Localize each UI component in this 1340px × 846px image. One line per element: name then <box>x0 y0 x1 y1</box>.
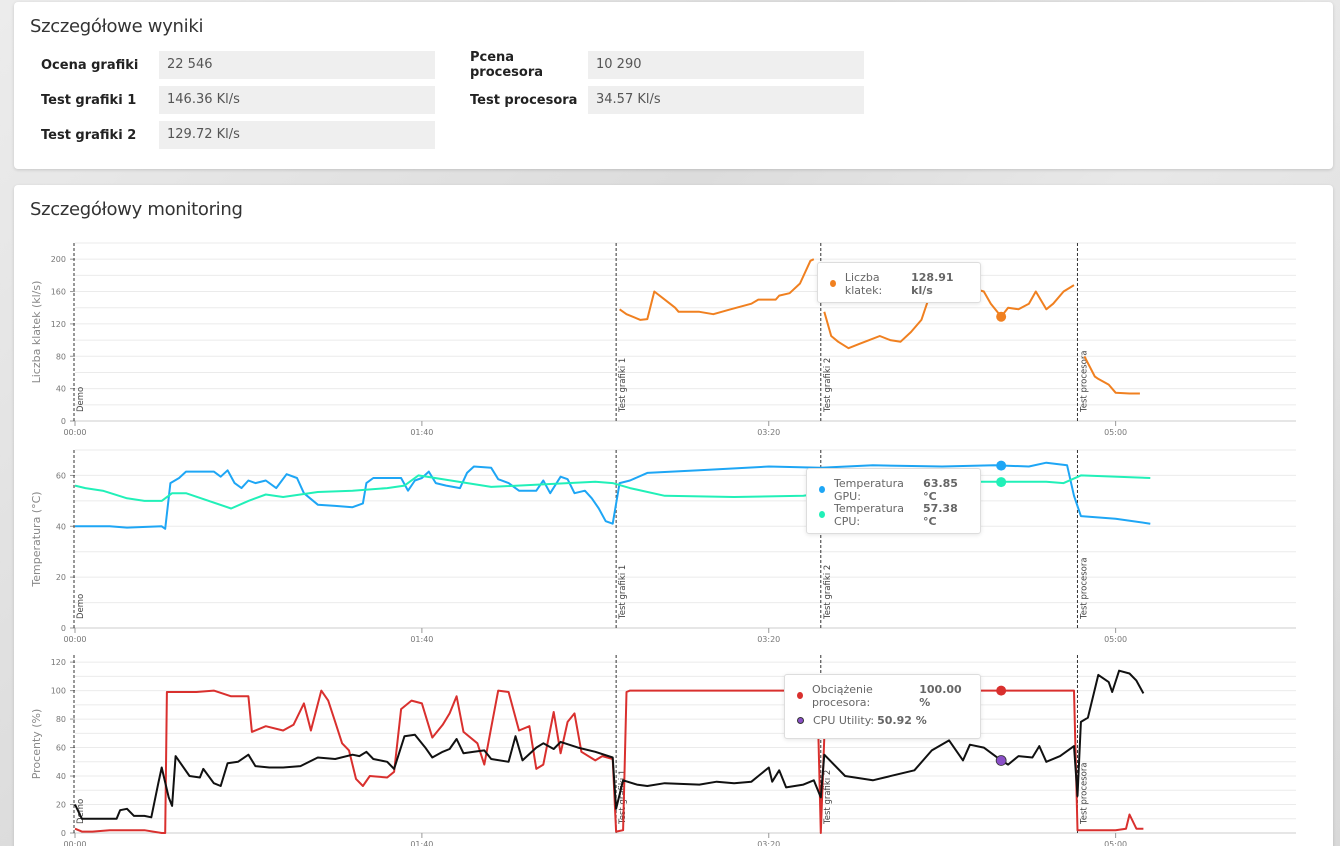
result-label: Pcena procesora <box>470 50 544 80</box>
y-tick-label: 0 <box>61 624 66 633</box>
y-tick-label: 0 <box>61 417 66 426</box>
tooltip-value: 57.38 °C <box>922 501 958 528</box>
x-tick-label: 05:00 <box>1104 840 1127 846</box>
legend-dot-icon <box>830 280 836 287</box>
result-row: Ocena grafiki 22 546 <box>28 51 435 79</box>
chart-1: 0 20 40 60 00:00 01:40 03:20 05:00 Temperatura (… <box>30 449 1296 644</box>
series-line-liczba-klatek <box>619 258 815 321</box>
x-tick-label: 05:00 <box>1104 428 1127 437</box>
y-tick-label: 40 <box>56 385 66 394</box>
x-tick-label: 03:20 <box>757 635 780 644</box>
series-line-obci-enie-procesora <box>74 689 1144 834</box>
results-panel: Szczegółowe wyniki Ocena grafiki 22 546 T… <box>14 2 1333 169</box>
tooltip-temperature: Temperatura GPU: 63.85 °C Temperatura CPU… <box>806 468 981 534</box>
result-label: Ocena grafiki <box>41 57 139 73</box>
x-tick-label: 05:00 <box>1104 635 1127 644</box>
hover-point <box>996 477 1007 488</box>
result-label: Test grafiki 2 <box>41 127 137 143</box>
phase-marker-label: Test grafiki 1 <box>618 358 628 413</box>
result-value: 10 290 <box>588 51 864 79</box>
tooltip-value: 100.00 % <box>919 682 962 709</box>
series-line-liczba-klatek <box>1083 355 1140 395</box>
monitoring-panel: Szczegółowy monitoring <box>14 185 1333 846</box>
x-tick-label: 01:40 <box>410 428 433 437</box>
hover-point <box>996 311 1007 322</box>
hover-point <box>996 685 1007 696</box>
result-row: Test grafiki 1 146.36 Kl/s <box>28 86 435 114</box>
x-tick-label: 01:40 <box>410 635 433 644</box>
tooltip-label: Liczba klatek: <box>844 270 883 297</box>
tooltip-value: 63.85 °C <box>923 476 958 503</box>
y-tick-label: 0 <box>61 829 66 838</box>
series-line-temperatura-gpu <box>75 461 1151 530</box>
x-tick-label: 00:00 <box>63 635 86 644</box>
y-tick-label: 160 <box>51 288 66 297</box>
chart-0: 0 40 80 120 160 200 00:00 01:40 03:20 05:00 Liczba… <box>30 242 1296 437</box>
hover-point <box>995 755 1007 766</box>
y-axis-title: Liczba klatek (kl/s) <box>30 281 43 384</box>
y-axis-title: Temperatura (°C) <box>30 491 43 587</box>
phase-marker-label: Demo <box>76 799 86 824</box>
x-tick-label: 03:20 <box>757 840 780 846</box>
series-line-cpu-utility <box>74 669 1145 820</box>
y-axis-title: Procenty (%) <box>30 709 43 780</box>
y-tick-label: 120 <box>51 658 66 667</box>
monitoring-title: Szczegółowy monitoring <box>30 199 243 220</box>
phase-marker-label: Test procesora <box>1079 762 1089 825</box>
tooltip-label: Temperatura GPU: <box>834 476 904 503</box>
phase-marker-label: Test procesora <box>1079 557 1089 620</box>
y-tick-label: 60 <box>56 744 66 753</box>
result-row: Test grafiki 2 129.72 Kl/s <box>28 121 435 149</box>
result-value: 146.36 Kl/s <box>159 86 435 114</box>
phase-marker-label: Test grafiki 2 <box>823 770 833 825</box>
phase-marker-label: Demo <box>76 594 86 619</box>
y-tick-label: 40 <box>56 522 66 531</box>
legend-dot-icon <box>819 511 826 518</box>
chart-2: 0 20 40 60 80 100 120 00:00 01:40 03:20 05:00 Proce… <box>30 655 1296 846</box>
y-tick-label: 20 <box>56 801 66 810</box>
tooltip-cpu: Obciążenie procesora: 100.00 % CPU Utilit… <box>784 674 981 739</box>
tooltip-value: 128.91 kl/s <box>911 270 954 297</box>
series-line-temperatura-cpu <box>74 474 1151 510</box>
x-tick-label: 01:40 <box>410 840 433 846</box>
y-tick-label: 200 <box>51 255 66 264</box>
y-tick-label: 80 <box>56 715 66 724</box>
result-value: 34.57 Kl/s <box>588 86 864 114</box>
result-label: Test grafiki 1 <box>41 92 137 108</box>
y-tick-label: 80 <box>56 352 66 361</box>
phase-marker-label: Test procesora <box>1079 350 1089 413</box>
y-tick-label: 120 <box>51 320 66 329</box>
tooltip-value: 50.92 % <box>877 714 927 727</box>
results-title: Szczegółowe wyniki <box>30 16 204 37</box>
legend-dot-icon <box>819 486 826 493</box>
x-tick-label: 03:20 <box>757 428 780 437</box>
legend-dot-icon <box>797 692 803 699</box>
tooltip-label: CPU Utility: <box>813 714 875 727</box>
y-tick-label: 20 <box>56 573 66 582</box>
tooltip-label: Temperatura CPU: <box>834 501 904 528</box>
y-tick-label: 40 <box>56 772 66 781</box>
phase-marker-label: Demo <box>76 387 86 412</box>
hover-point <box>996 460 1007 471</box>
phase-marker-label: Test grafiki 2 <box>823 565 833 620</box>
x-tick-label: 00:00 <box>63 840 86 846</box>
result-value: 22 546 <box>159 51 435 79</box>
tooltip-fps: Liczba klatek: 128.91 kl/s <box>817 262 981 303</box>
tooltip-label: Obciążenie procesora: <box>811 682 873 709</box>
result-value: 129.72 Kl/s <box>159 121 435 149</box>
result-row: Pcena procesora 10 290 <box>457 50 864 80</box>
y-tick-label: 100 <box>51 687 66 696</box>
phase-marker-label: Test grafiki 1 <box>618 565 628 620</box>
result-row: Test procesora 34.57 Kl/s <box>457 86 864 114</box>
y-tick-label: 60 <box>56 471 66 480</box>
result-label: Test procesora <box>470 92 578 108</box>
legend-dot-icon <box>797 717 804 724</box>
x-tick-label: 00:00 <box>63 428 86 437</box>
phase-marker-label: Test grafiki 2 <box>823 358 833 413</box>
